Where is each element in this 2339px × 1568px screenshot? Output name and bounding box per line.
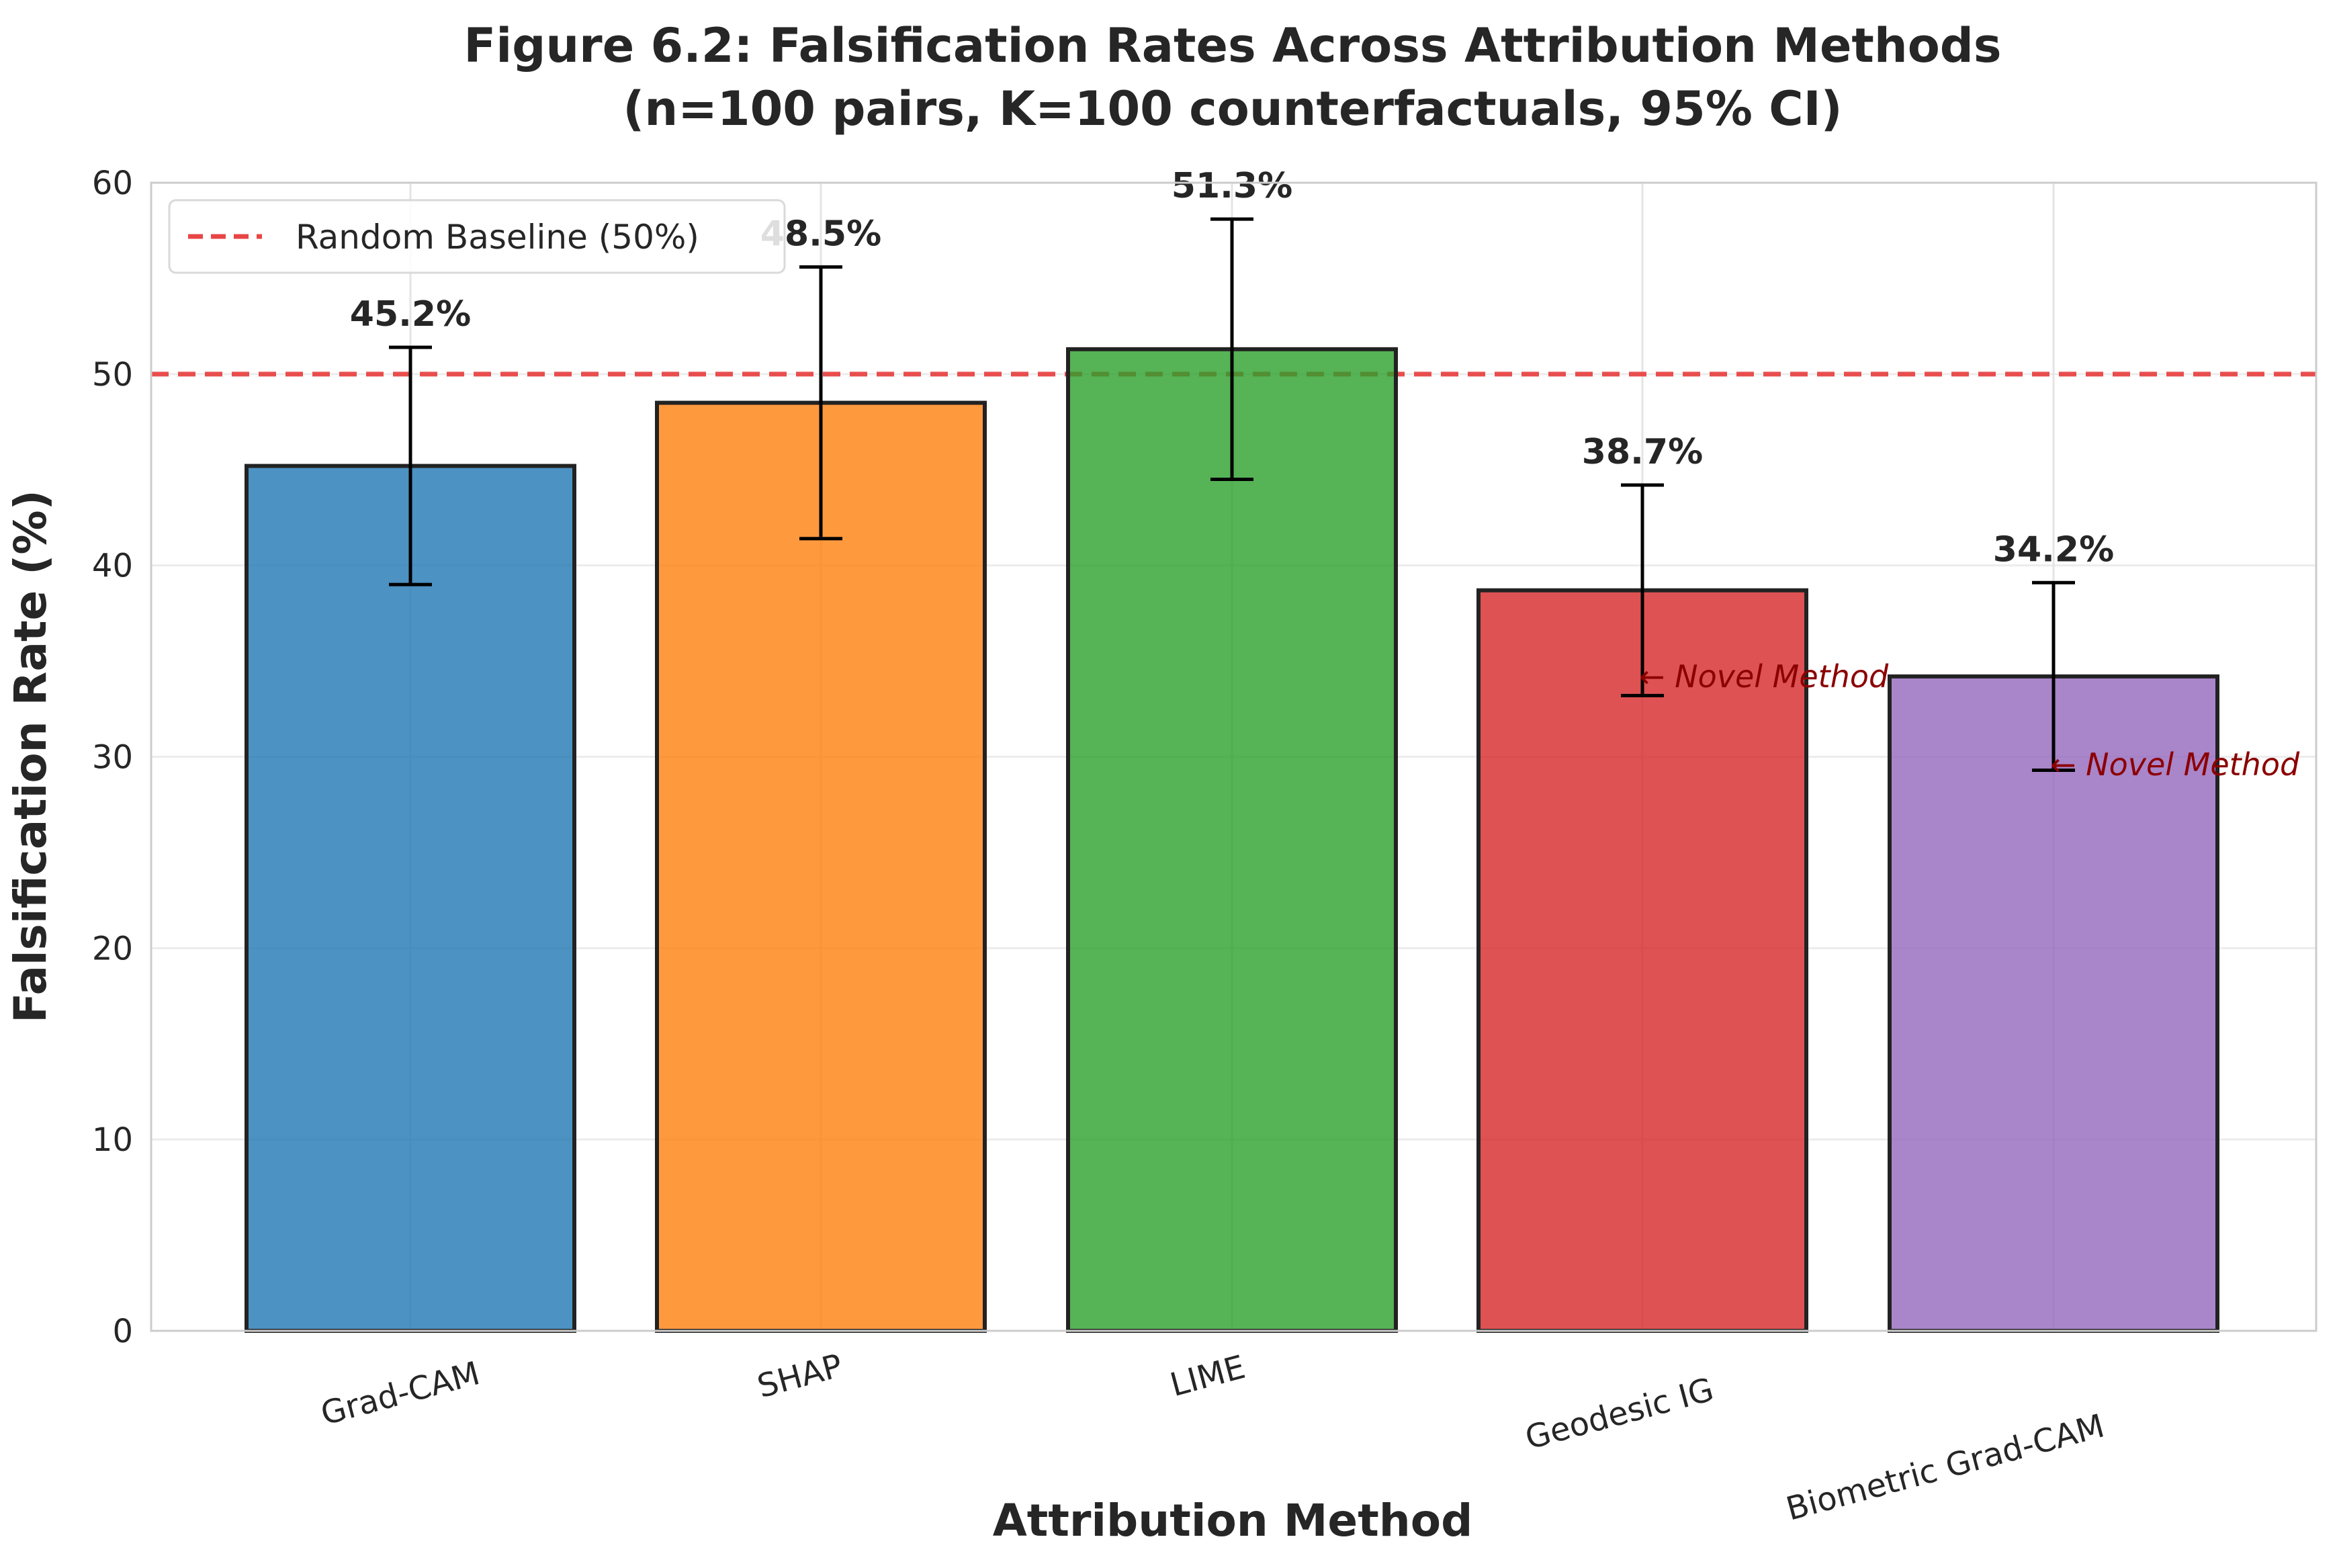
y-tick-label: 50 [92, 356, 133, 394]
x-tick-label: Geodesic IG [1521, 1370, 1718, 1456]
data-label: 34.2% [1993, 529, 2114, 570]
bar-grad-cam [245, 464, 576, 1333]
bar-biometric-grad-cam [1888, 674, 2219, 1333]
bar-lime [1066, 347, 1398, 1333]
x-tick-label: Biometric Grad-CAM [1782, 1407, 2108, 1528]
error-bars [389, 217, 2075, 772]
bar-geodesic-ig [1476, 588, 1808, 1334]
x-tick-label: Grad-CAM [317, 1354, 484, 1433]
y-axis-ticks: 0 10 20 30 40 50 60 [92, 165, 133, 1350]
plot-frame [150, 181, 2318, 1332]
x-tick-label: SHAP [754, 1347, 846, 1405]
novel-method-annotation: ← Novel Method [2050, 746, 2300, 783]
bars [245, 347, 2219, 1334]
legend-box [168, 199, 786, 274]
novel-method-annotation: ← Novel Method [1639, 658, 1889, 695]
legend-baseline-label: Random Baseline (50%) [296, 218, 699, 257]
y-tick-label: 20 [92, 930, 133, 967]
chart-title-line-2: (n=100 pairs, K=100 counterfactuals, 95%… [623, 81, 1842, 136]
y-tick-label: 60 [92, 165, 133, 202]
data-label: 45.2% [350, 294, 471, 335]
data-label: 51.3% [1172, 166, 1292, 206]
data-labels: 45.2%48.5%51.3%38.7%34.2% [350, 166, 2114, 570]
x-axis-label: Attribution Method [993, 1495, 1473, 1547]
y-tick-label: 10 [92, 1121, 133, 1159]
y-tick-label: 30 [92, 739, 133, 777]
legend: Random Baseline (50%) [168, 199, 786, 274]
y-tick-label: 0 [112, 1313, 133, 1350]
x-tick-label: LIME [1166, 1348, 1249, 1404]
data-label: 38.7% [1582, 432, 1703, 472]
chart-title-line-1: Figure 6.2: Falsification Rates Across A… [464, 18, 2001, 73]
annotations: ← Novel Method ← Novel Method [1639, 658, 2300, 783]
y-tick-label: 40 [92, 548, 133, 585]
y-axis-label: Falsification Rate (%) [5, 490, 56, 1022]
bar-shap [655, 400, 987, 1333]
